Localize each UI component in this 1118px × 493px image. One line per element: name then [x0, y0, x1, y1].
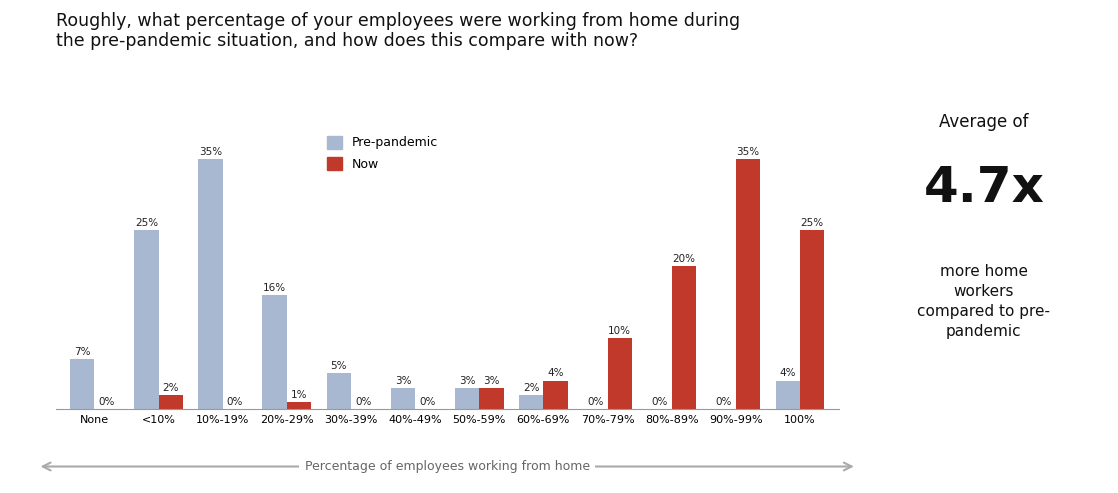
FancyArrowPatch shape — [42, 462, 852, 470]
Text: 0%: 0% — [98, 397, 115, 407]
Text: 0%: 0% — [716, 397, 732, 407]
Text: Percentage of employees working from home: Percentage of employees working from hom… — [304, 460, 590, 473]
Bar — [159, 395, 183, 409]
Text: Average of: Average of — [939, 113, 1029, 132]
Text: Roughly, what percentage of your employees were working from home during: Roughly, what percentage of your employe… — [56, 12, 740, 31]
Text: 5%: 5% — [331, 361, 347, 371]
Bar — [543, 381, 568, 409]
Text: 0%: 0% — [419, 397, 436, 407]
Bar — [455, 387, 480, 409]
Text: more home
workers
compared to pre-
pandemic: more home workers compared to pre- pande… — [918, 264, 1050, 339]
Bar — [263, 295, 287, 409]
Text: 4%: 4% — [779, 368, 796, 379]
Text: 0%: 0% — [227, 397, 243, 407]
Text: 25%: 25% — [800, 218, 824, 228]
Bar — [800, 230, 824, 409]
Text: 0%: 0% — [356, 397, 371, 407]
Bar — [391, 387, 415, 409]
Text: 2%: 2% — [523, 383, 540, 393]
Text: 35%: 35% — [737, 147, 759, 157]
Text: 10%: 10% — [608, 325, 632, 336]
Text: 0%: 0% — [652, 397, 667, 407]
Bar — [519, 395, 543, 409]
Bar — [736, 159, 760, 409]
Bar — [287, 402, 311, 409]
Text: 3%: 3% — [395, 376, 411, 386]
Bar — [134, 230, 159, 409]
Bar — [198, 159, 222, 409]
Text: 4%: 4% — [548, 368, 563, 379]
Text: 3%: 3% — [458, 376, 475, 386]
Text: 3%: 3% — [483, 376, 500, 386]
Bar — [776, 381, 800, 409]
Text: the pre-pandemic situation, and how does this compare with now?: the pre-pandemic situation, and how does… — [56, 32, 638, 50]
Bar — [326, 374, 351, 409]
Text: 4.7x: 4.7x — [923, 164, 1044, 211]
Text: 16%: 16% — [263, 282, 286, 293]
Legend: Pre-pandemic, Now: Pre-pandemic, Now — [321, 130, 444, 177]
Bar — [480, 387, 503, 409]
Bar — [672, 266, 697, 409]
Bar — [70, 359, 94, 409]
Text: 35%: 35% — [199, 147, 222, 157]
Text: 20%: 20% — [672, 254, 695, 264]
Text: 1%: 1% — [291, 390, 307, 400]
Text: 0%: 0% — [587, 397, 604, 407]
Text: 7%: 7% — [74, 347, 91, 357]
Text: 25%: 25% — [135, 218, 158, 228]
Bar — [607, 338, 632, 409]
Text: 2%: 2% — [162, 383, 179, 393]
